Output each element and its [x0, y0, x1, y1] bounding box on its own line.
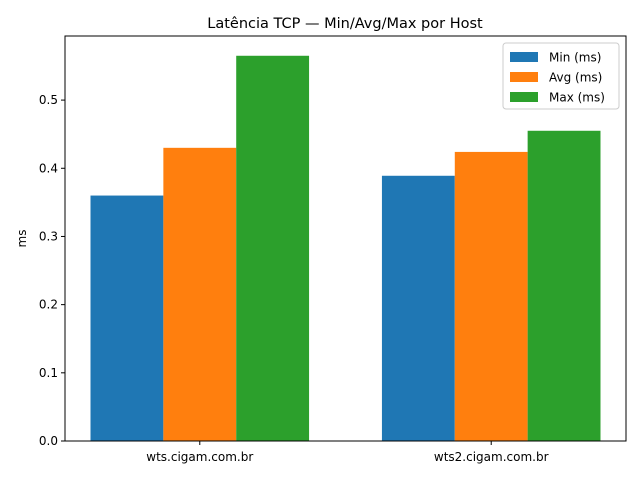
- y-tick-label: 0.2: [39, 298, 58, 312]
- legend-entry: Max (ms): [549, 91, 605, 105]
- bar-3-2: [527, 130, 601, 441]
- bars-group: [90, 55, 601, 442]
- legend-entry: Min (ms): [549, 51, 601, 65]
- y-tick-label: 0.0: [39, 434, 58, 448]
- bar-1-1: [90, 195, 164, 441]
- legend-swatch: [510, 92, 538, 102]
- bar-2-1: [163, 147, 237, 441]
- bar-1-2: [381, 175, 455, 441]
- legend-swatch: [510, 72, 538, 82]
- x-tick-label: wts.cigam.com.br: [146, 450, 253, 464]
- y-tick-label: 0.1: [39, 366, 58, 380]
- y-tick-label: 0.4: [39, 161, 58, 175]
- chart-title: Latência TCP — Min/Avg/Max por Host: [207, 16, 483, 32]
- x-axis: wts.cigam.com.br wts2.cigam.com.br: [146, 441, 549, 464]
- x-tick-label: wts2.cigam.com.br: [434, 450, 549, 464]
- y-axis: 0.0 0.1 0.2 0.3 0.4 0.5: [39, 93, 65, 448]
- y-tick-label: 0.3: [39, 229, 58, 243]
- legend-entry: Avg (ms): [549, 71, 602, 85]
- y-axis-label: ms: [15, 230, 29, 248]
- plot-frame: [64, 35, 627, 442]
- bar-2-2: [454, 151, 528, 441]
- y-tick-label: 0.5: [39, 93, 58, 107]
- legend-swatch: [510, 52, 538, 62]
- bar-3-1: [236, 55, 310, 442]
- legend: Min (ms) Avg (ms) Max (ms): [502, 42, 620, 110]
